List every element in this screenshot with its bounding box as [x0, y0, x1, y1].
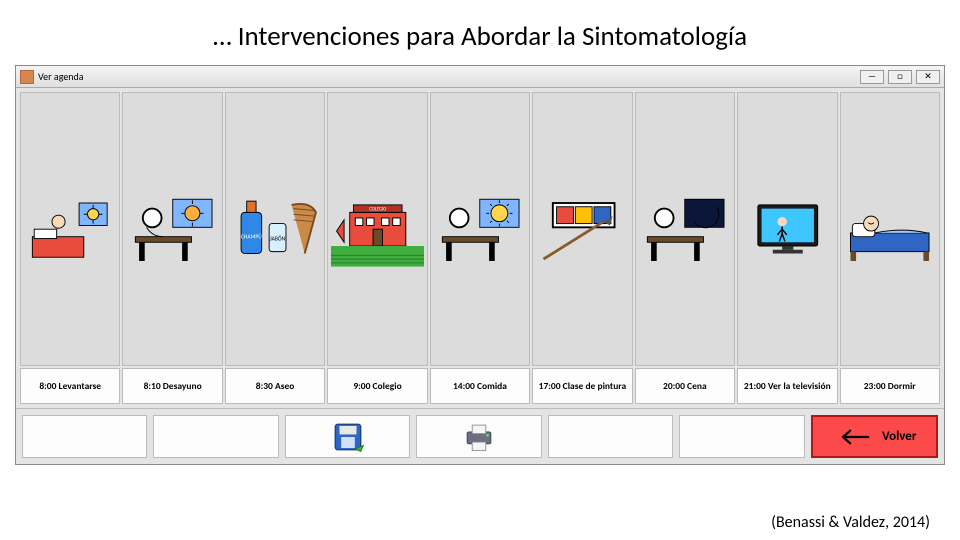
- svg-text:JABÓN: JABÓN: [270, 235, 286, 242]
- agenda-label: 8:10 Desayuno: [122, 368, 222, 404]
- printer-icon: [462, 420, 496, 454]
- citation-text: (Benassi & Valdez, 2014): [771, 513, 930, 532]
- agenda-column: COLEGIO 9:00 Colegio: [327, 92, 427, 404]
- agenda-column: 8:10 Desayuno: [122, 92, 222, 404]
- floppy-save-icon: [331, 420, 365, 454]
- back-button-label: Volver: [882, 429, 916, 444]
- back-button[interactable]: Volver: [811, 415, 938, 458]
- svg-text:CHAMPÚ: CHAMPÚ: [241, 233, 262, 240]
- agenda-column: 20:00 Cena: [635, 92, 735, 404]
- arrow-left-icon: [832, 428, 872, 446]
- minimize-button[interactable]: —: [860, 70, 884, 84]
- pictogram-wakeup[interactable]: [20, 92, 120, 366]
- agenda-label: 9:00 Colegio: [327, 368, 427, 404]
- agenda-column: 21:00 Ver la televisión: [737, 92, 837, 404]
- agenda-column: 23:00 Dormir: [840, 92, 940, 404]
- close-button[interactable]: ✕: [916, 70, 940, 84]
- save-button[interactable]: [285, 415, 410, 458]
- agenda-app-window: Ver agenda — □ ✕ 8:00 Levantarse8:10 Des…: [15, 65, 945, 465]
- agenda-label: 8:00 Levantarse: [20, 368, 120, 404]
- app-icon: [20, 70, 34, 84]
- agenda-column: 8:00 Levantarse: [20, 92, 120, 404]
- agenda-column: CHAMPÚ JABÓN 8:30 Aseo: [225, 92, 325, 404]
- print-button[interactable]: [416, 415, 541, 458]
- svg-text:COLEGIO: COLEGIO: [369, 207, 386, 212]
- agenda-label: 20:00 Cena: [635, 368, 735, 404]
- agenda-label: 17:00 Clase de pintura: [532, 368, 632, 404]
- toolbar-slot-empty-1: [22, 415, 147, 458]
- agenda-label: 14:00 Comida: [430, 368, 530, 404]
- pictogram-painting[interactable]: [532, 92, 632, 366]
- agenda-label: 8:30 Aseo: [225, 368, 325, 404]
- pictogram-tv[interactable]: [737, 92, 837, 366]
- toolbar: Volver: [16, 408, 944, 464]
- toolbar-slot-empty-2: [153, 415, 278, 458]
- window-title-text: Ver agenda: [38, 70, 84, 83]
- slide-title: … Intervenciones para Abordar la Sintoma…: [15, 20, 945, 53]
- agenda-columns: 8:00 Levantarse8:10 Desayuno CHAMPÚ JABÓN 8…: [16, 88, 944, 408]
- pictogram-sleep[interactable]: [840, 92, 940, 366]
- agenda-label: 23:00 Dormir: [840, 368, 940, 404]
- window-titlebar: Ver agenda — □ ✕: [16, 66, 944, 88]
- pictogram-lunch[interactable]: [430, 92, 530, 366]
- pictogram-dinner[interactable]: [635, 92, 735, 366]
- agenda-label: 21:00 Ver la televisión: [737, 368, 837, 404]
- toolbar-slot-empty-4: [679, 415, 804, 458]
- pictogram-school[interactable]: COLEGIO: [327, 92, 427, 366]
- agenda-column: 14:00 Comida: [430, 92, 530, 404]
- maximize-button[interactable]: □: [888, 70, 912, 84]
- pictogram-hygiene[interactable]: CHAMPÚ JABÓN: [225, 92, 325, 366]
- toolbar-slot-empty-3: [548, 415, 673, 458]
- pictogram-breakfast[interactable]: [122, 92, 222, 366]
- agenda-column: 17:00 Clase de pintura: [532, 92, 632, 404]
